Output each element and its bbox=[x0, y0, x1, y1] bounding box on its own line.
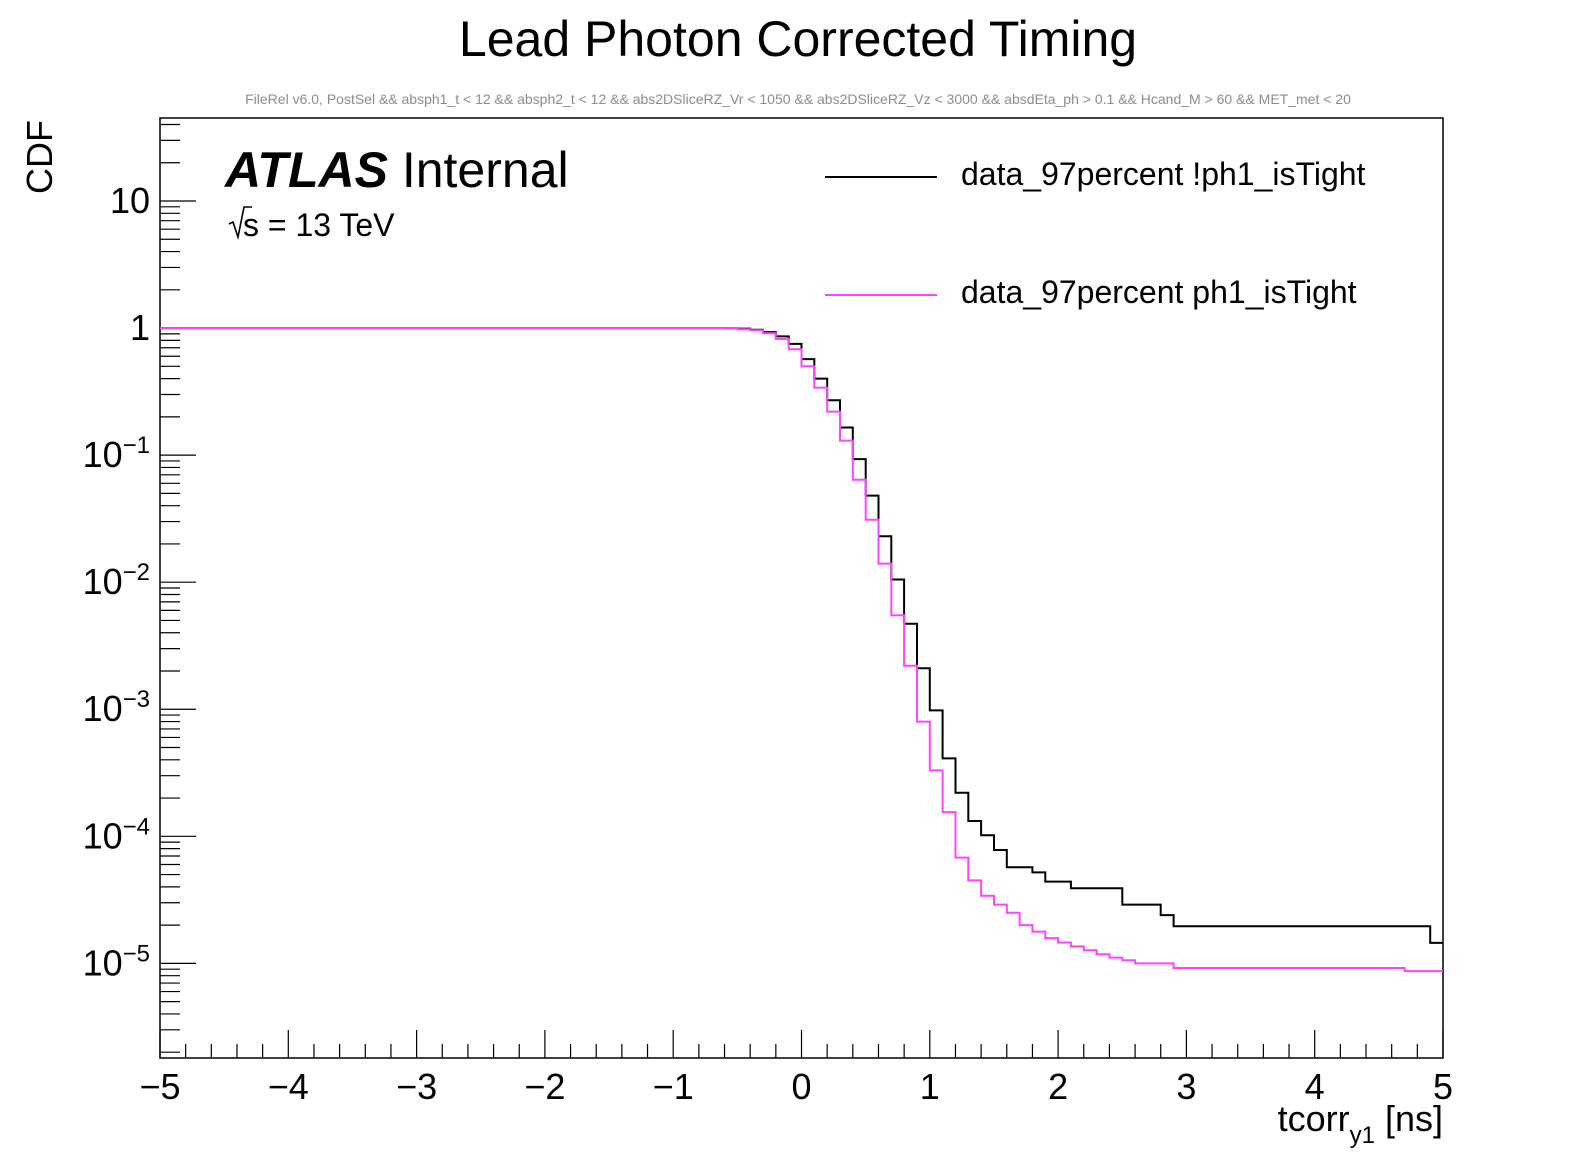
y-tick-base: 1 bbox=[130, 307, 150, 348]
legend-label-0: data_97percent !ph1_isTight bbox=[961, 156, 1366, 192]
y-tick-base: 10 bbox=[110, 180, 150, 221]
y-tick-exponent: −5 bbox=[123, 940, 150, 967]
x-tick-label: 4 bbox=[1305, 1066, 1325, 1107]
energy-label: s = 13 TeV bbox=[243, 207, 395, 243]
y-tick-base: 10 bbox=[83, 561, 123, 602]
y-tick-exponent: −3 bbox=[123, 686, 150, 713]
y-tick-exponent: −1 bbox=[123, 432, 150, 459]
x-tick-label: −3 bbox=[396, 1066, 437, 1107]
y-tick-base: 10 bbox=[83, 688, 123, 729]
x-tick-label: −4 bbox=[268, 1066, 309, 1107]
x-tick-label: −5 bbox=[139, 1066, 180, 1107]
legend: data_97percent !ph1_isTight data_97perce… bbox=[825, 156, 1366, 310]
x-axis-label-sub: y1 bbox=[1350, 1122, 1375, 1149]
series-line-0 bbox=[160, 327, 1443, 944]
y-tick-label: 10 bbox=[110, 180, 150, 221]
x-tick-label: 2 bbox=[1048, 1066, 1068, 1107]
series-line-1 bbox=[160, 327, 1443, 973]
svg-text:ATLAS Internal: ATLAS Internal bbox=[223, 142, 569, 198]
y-tick-label: 1 bbox=[130, 307, 150, 348]
plot-area bbox=[160, 327, 1443, 973]
y-tick-label: 10−3 bbox=[83, 686, 150, 729]
x-axis-label-unit: [ns] bbox=[1375, 1098, 1443, 1139]
x-axis: −5 −4 −3 −2 −1 0 1 2 3 4 5 bbox=[139, 1030, 1453, 1107]
atlas-label-internal: Internal bbox=[388, 142, 569, 198]
y-tick-label: 10−1 bbox=[83, 432, 150, 475]
y-tick-base: 10 bbox=[83, 434, 123, 475]
x-tick-label: 3 bbox=[1176, 1066, 1196, 1107]
chart-title: Lead Photon Corrected Timing bbox=[459, 11, 1137, 67]
x-tick-label: −1 bbox=[653, 1066, 694, 1107]
x-tick-label: −2 bbox=[524, 1066, 565, 1107]
chart-subtitle: FileRel v6.0, PostSel && absph1_t < 12 &… bbox=[245, 91, 1351, 107]
atlas-label: ATLAS Internal s = 13 TeV bbox=[223, 142, 569, 243]
x-tick-label: 1 bbox=[920, 1066, 940, 1107]
plot-frame bbox=[159, 117, 1444, 1059]
x-tick-label: 0 bbox=[791, 1066, 811, 1107]
atlas-label-bold: ATLAS bbox=[223, 142, 388, 198]
y-tick-exponent: −2 bbox=[123, 559, 150, 586]
y-tick-label: 10−5 bbox=[83, 940, 150, 983]
legend-label-1: data_97percent ph1_isTight bbox=[961, 274, 1357, 310]
y-tick-label: 10−4 bbox=[83, 813, 150, 856]
y-tick-label: 10−2 bbox=[83, 559, 150, 602]
y-tick-base: 10 bbox=[83, 942, 123, 983]
x-tick-label: 5 bbox=[1433, 1066, 1453, 1107]
x-axis-label: tcorry1 [ns] bbox=[1278, 1098, 1443, 1149]
y-tick-base: 10 bbox=[83, 815, 123, 856]
sqrt-symbol-icon bbox=[228, 206, 252, 241]
y-axis-label: CDF bbox=[19, 120, 60, 194]
y-tick-exponent: −4 bbox=[123, 813, 150, 840]
x-axis-label-main: tcorr bbox=[1278, 1098, 1350, 1139]
